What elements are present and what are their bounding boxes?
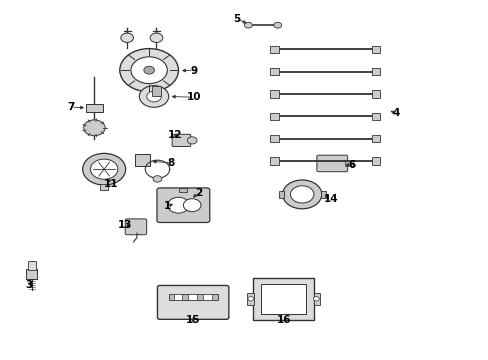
Bar xyxy=(371,113,380,120)
Bar xyxy=(135,154,150,166)
Bar xyxy=(179,188,187,192)
Circle shape xyxy=(146,91,161,102)
Bar xyxy=(269,135,278,142)
Circle shape xyxy=(120,49,178,92)
Bar xyxy=(371,68,380,75)
Bar xyxy=(100,184,108,190)
Bar xyxy=(151,86,161,96)
Text: 11: 11 xyxy=(104,179,119,189)
Circle shape xyxy=(131,57,167,84)
FancyBboxPatch shape xyxy=(157,188,209,222)
Bar xyxy=(269,46,278,53)
Bar xyxy=(26,269,37,279)
Circle shape xyxy=(167,197,189,213)
Bar xyxy=(371,90,380,98)
Bar xyxy=(253,278,313,320)
Bar xyxy=(83,20,244,211)
Bar xyxy=(188,294,197,300)
Circle shape xyxy=(90,159,118,179)
Bar xyxy=(85,104,103,112)
Bar xyxy=(371,135,380,142)
Bar xyxy=(344,161,352,166)
Text: 16: 16 xyxy=(276,315,290,325)
Text: 14: 14 xyxy=(323,194,338,204)
Text: 1: 1 xyxy=(163,201,170,211)
Bar xyxy=(203,294,211,300)
Bar xyxy=(313,293,319,305)
Circle shape xyxy=(244,22,252,28)
Text: 7: 7 xyxy=(67,102,75,112)
Bar xyxy=(269,113,278,120)
Circle shape xyxy=(247,297,253,301)
Text: 5: 5 xyxy=(233,14,240,24)
Bar xyxy=(168,294,217,300)
FancyBboxPatch shape xyxy=(316,155,347,172)
FancyBboxPatch shape xyxy=(157,285,228,319)
Circle shape xyxy=(153,176,162,182)
FancyBboxPatch shape xyxy=(172,134,190,147)
Bar xyxy=(371,157,380,165)
Circle shape xyxy=(313,297,319,301)
Text: 13: 13 xyxy=(118,220,132,230)
Text: 15: 15 xyxy=(185,315,200,325)
Circle shape xyxy=(273,22,281,28)
FancyBboxPatch shape xyxy=(125,219,146,235)
Text: 8: 8 xyxy=(167,158,174,168)
Circle shape xyxy=(139,86,168,107)
Circle shape xyxy=(82,153,125,185)
Circle shape xyxy=(183,199,201,212)
Text: 10: 10 xyxy=(186,92,201,102)
Bar xyxy=(247,293,254,305)
Bar xyxy=(269,68,278,75)
Bar xyxy=(173,294,182,300)
Circle shape xyxy=(187,137,197,144)
Bar xyxy=(259,31,390,169)
Text: 2: 2 xyxy=(195,188,202,198)
Bar xyxy=(269,157,278,165)
Text: 12: 12 xyxy=(167,130,182,140)
Bar xyxy=(371,46,380,53)
Circle shape xyxy=(121,33,133,42)
Bar xyxy=(261,284,305,314)
Circle shape xyxy=(290,186,313,203)
Text: 9: 9 xyxy=(190,66,197,76)
Text: 3: 3 xyxy=(26,280,33,291)
Bar xyxy=(278,191,283,198)
Bar xyxy=(320,191,325,198)
Circle shape xyxy=(282,180,321,209)
Bar xyxy=(269,90,278,98)
Circle shape xyxy=(83,120,105,136)
Text: 4: 4 xyxy=(391,108,399,118)
Bar xyxy=(28,261,36,270)
Text: 6: 6 xyxy=(348,160,355,170)
Circle shape xyxy=(150,33,163,42)
Circle shape xyxy=(143,66,154,74)
